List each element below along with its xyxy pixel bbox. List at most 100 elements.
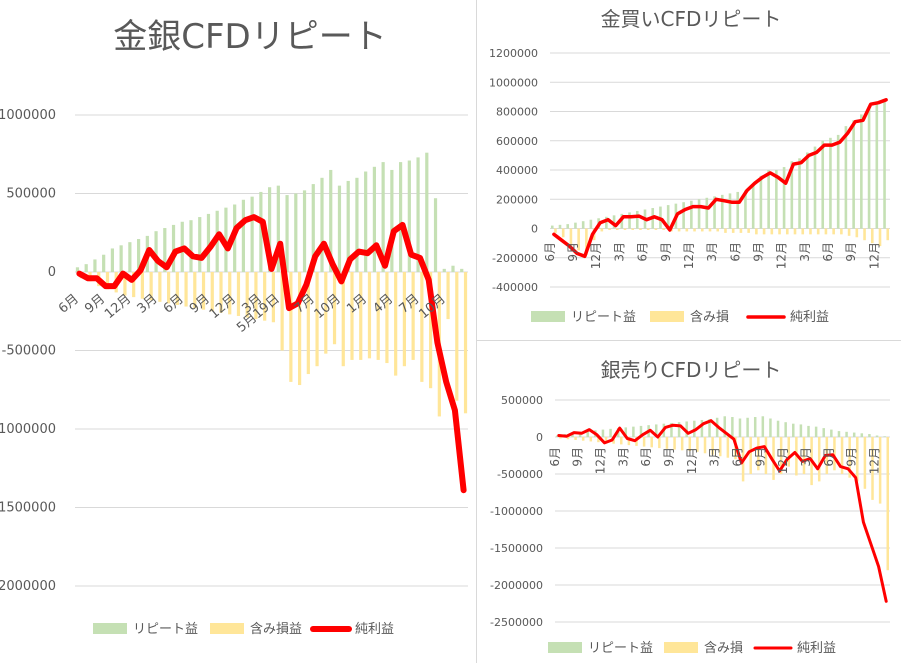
bar-unrealized (554, 228, 557, 233)
bar-repeat-profit (700, 419, 704, 437)
bar-unrealized (802, 437, 806, 474)
bar-unrealized (878, 437, 882, 504)
bar-unrealized (832, 228, 835, 235)
chart-title: 金銀CFDリピート (113, 17, 386, 57)
x-tick-label: 6月 (639, 447, 653, 467)
bar-unrealized (581, 437, 585, 441)
bar-repeat-profit (708, 419, 711, 437)
bar-repeat-profit (670, 422, 673, 437)
bar-unrealized (350, 272, 354, 360)
bar-unrealized (809, 228, 812, 235)
bar-unrealized (289, 272, 293, 382)
bar-unrealized (615, 228, 619, 230)
bar-repeat-profit (875, 102, 879, 229)
bar-repeat-profit (798, 158, 801, 229)
x-tick-label: 9月 (662, 447, 676, 467)
bar-unrealized (718, 437, 722, 457)
bar-unrealized (747, 228, 750, 233)
bar-unrealized (855, 228, 859, 238)
bar-repeat-profit (761, 416, 765, 437)
bar-repeat-profit (206, 213, 211, 272)
bar-unrealized (219, 272, 223, 313)
bar-repeat-profit (682, 202, 685, 229)
bar-repeat-profit (355, 177, 359, 272)
bar-unrealized (886, 437, 889, 571)
legend-label: リピート益 (133, 622, 198, 637)
x-tick-label: 12月 (867, 242, 881, 269)
bar-unrealized (677, 228, 681, 232)
bar-unrealized (184, 272, 188, 307)
bar-repeat-profit (259, 191, 263, 272)
chart-gold-buy-repeat: 金買いCFDリピート 1200000 1000000 800000 600000 4000… (489, 7, 890, 325)
bar-unrealized (848, 437, 851, 478)
legend-label: 純利益 (355, 622, 394, 637)
bar-unrealized (585, 228, 588, 255)
x-tick-label: 3月 (135, 292, 161, 317)
bar-repeat-profit (697, 199, 701, 229)
bar-repeat-profit (586, 431, 589, 437)
bar-repeat-profit (550, 225, 554, 229)
bar-repeat-profit (860, 114, 863, 229)
bar-repeat-profit (566, 224, 570, 229)
bar-unrealized (597, 437, 600, 443)
x-tick-label: 6月 (548, 447, 562, 467)
bar-unrealized (608, 228, 611, 230)
bar-repeat-profit (883, 99, 886, 229)
x-tick-label: 6月 (56, 292, 82, 317)
bar-repeat-profit (830, 429, 833, 437)
x-tick-label: 9月 (752, 242, 766, 262)
bar-repeat-profit (868, 434, 871, 437)
bar-repeat-profit (776, 420, 780, 437)
bar-unrealized (642, 437, 646, 447)
bar-repeat-profit (814, 426, 818, 437)
bar-repeat-profit (390, 169, 394, 272)
bar-repeat-profit (836, 134, 840, 229)
y-tick-label: 800000 (496, 106, 538, 119)
bar-unrealized (824, 228, 828, 235)
bar-unrealized (749, 437, 752, 474)
bar-unrealized (411, 272, 415, 360)
bar-unrealized (561, 228, 565, 238)
x-tick-label: 12月 (593, 447, 607, 474)
bar-repeat-profit (813, 146, 817, 229)
bar-unrealized (367, 272, 372, 359)
y-tick-label: -1000000 (0, 422, 56, 437)
bar-unrealized (870, 228, 874, 244)
panel-divider (477, 340, 901, 341)
bar-unrealized (385, 272, 389, 364)
bar-unrealized (703, 437, 707, 454)
bar-unrealized (280, 272, 284, 351)
y-tick-label: -1500000 (490, 542, 543, 555)
x-tick-label: 12月 (775, 242, 789, 269)
bar-unrealized (455, 272, 459, 401)
x-tick-label: 9月 (845, 447, 859, 467)
x-tick-label: 6月 (161, 292, 187, 317)
bar-unrealized (315, 272, 319, 367)
bar-unrealized (711, 437, 714, 455)
bar-repeat-profit (75, 267, 80, 272)
x-tick-label: 3月 (799, 447, 813, 467)
bar-repeat-profit (632, 426, 635, 437)
bar-unrealized (770, 228, 774, 235)
panel-divider (476, 0, 477, 663)
bar-unrealized (324, 272, 328, 354)
bar-unrealized (306, 272, 310, 375)
bar-unrealized (700, 228, 704, 232)
bar-repeat-profit (589, 219, 593, 229)
bar-unrealized (755, 228, 758, 235)
bar-repeat-profit (460, 268, 464, 272)
bar-unrealized (105, 272, 110, 290)
bar-unrealized (863, 437, 867, 489)
y-tick-label: 1000000 (489, 76, 538, 89)
y-tick-label: -400000 (492, 281, 538, 294)
bar-unrealized (871, 437, 874, 500)
bar-repeat-profit (792, 423, 795, 437)
legend-swatch-repeat (531, 311, 565, 322)
bar-unrealized (132, 272, 136, 298)
x-tick-label: 12月 (685, 447, 699, 474)
chart-title: 銀売りCFDリピート (601, 358, 782, 382)
y-tick-label: 0 (536, 431, 543, 444)
bar-repeat-profit (790, 161, 794, 229)
bar-unrealized (245, 272, 249, 318)
bar-unrealized (123, 272, 127, 296)
